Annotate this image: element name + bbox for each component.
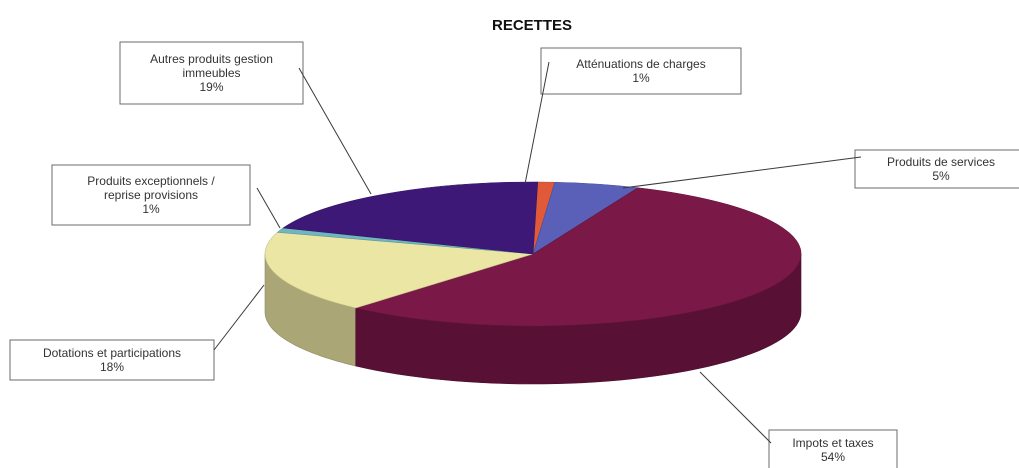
slice-label-box <box>768 429 898 468</box>
pie-slice-2 <box>354 187 802 327</box>
slice-percent: 19% <box>199 80 223 94</box>
slice-name: Produits exceptionnels / <box>87 174 215 188</box>
slice-percent: 1% <box>632 71 650 85</box>
slice-percent: 1% <box>142 202 160 216</box>
leader-line <box>298 67 372 195</box>
slice-label-4: Produits exceptionnels /reprise provisio… <box>51 164 281 229</box>
slice-name: Autres produits gestion <box>150 52 273 66</box>
slice-label-box <box>854 149 1019 189</box>
leader-line <box>699 371 772 444</box>
slice-name: Impots et taxes <box>792 436 873 450</box>
leader-line <box>524 61 550 185</box>
leader-line <box>213 284 265 351</box>
slice-percent: 5% <box>932 169 950 183</box>
pie-slice-3 <box>264 232 534 309</box>
pie-slice-5 <box>282 181 539 255</box>
slice-percent: 18% <box>100 360 124 374</box>
leader-line <box>622 156 862 189</box>
slice-name: Atténuations de charges <box>576 57 705 71</box>
slice-name: reprise provisions <box>104 188 198 202</box>
slice-label-box <box>540 47 742 95</box>
chart-title: RECETTES <box>492 17 572 34</box>
slice-name: Produits de services <box>887 155 995 169</box>
slice-name: immeubles <box>182 66 240 80</box>
slice-name: Dotations et participations <box>43 346 181 360</box>
slice-label-box <box>51 164 251 226</box>
slice-label-box <box>9 339 215 381</box>
leader-line <box>256 187 281 229</box>
pie-body <box>264 181 802 385</box>
slice-percent: 54% <box>821 450 845 464</box>
slice-label-box <box>119 41 304 105</box>
